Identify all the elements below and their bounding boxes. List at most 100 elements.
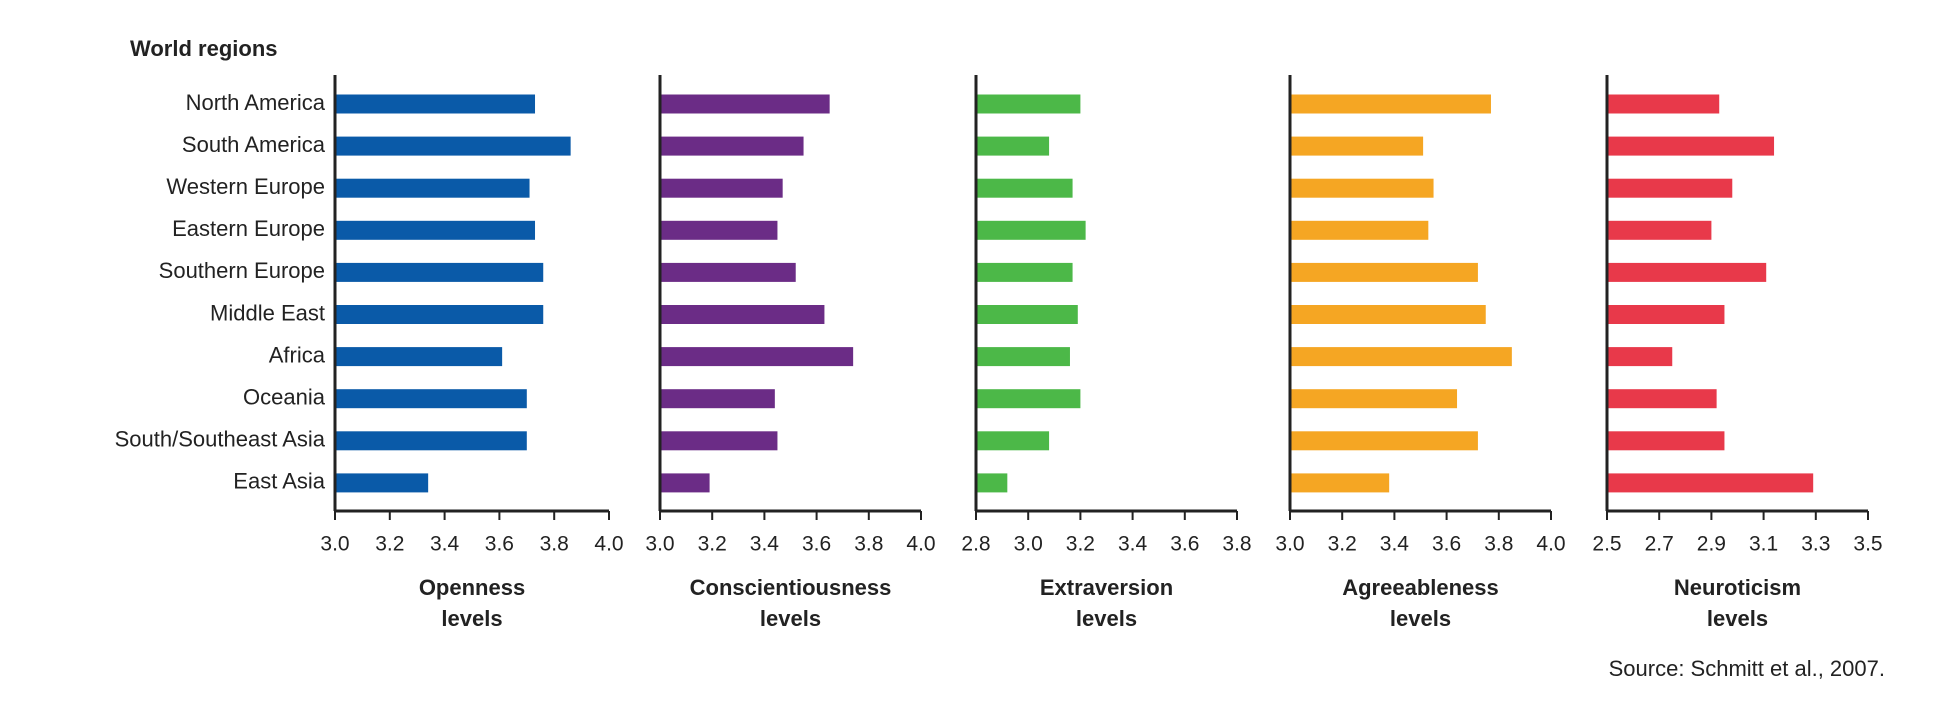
bar (1607, 347, 1673, 367)
bar (660, 262, 796, 282)
x-axis-label: Openness (419, 575, 525, 600)
bar (335, 389, 527, 409)
category-label: North America (186, 90, 326, 115)
x-tick-label: 3.6 (1170, 533, 1199, 556)
x-tick-label: 2.5 (1592, 533, 1621, 556)
x-tick-label: 3.8 (1222, 533, 1251, 556)
bar (335, 136, 571, 156)
category-label: South/Southeast Asia (115, 427, 326, 452)
bar (1607, 389, 1717, 409)
x-tick-label: 4.0 (906, 533, 935, 556)
bar (1290, 305, 1486, 324)
x-axis-label: Agreeableness (1342, 575, 1499, 600)
bar (976, 136, 1050, 156)
bar (1290, 220, 1429, 240)
bar (1607, 136, 1775, 156)
x-tick-label: 3.8 (1484, 533, 1513, 556)
x-tick-label: 3.8 (540, 533, 569, 556)
bar (976, 431, 1050, 451)
bar (660, 94, 830, 114)
x-axis-label: Conscientiousness (690, 575, 892, 600)
bar (1290, 178, 1434, 198)
x-tick-label: 3.4 (1118, 533, 1148, 556)
bar (1290, 431, 1478, 451)
x-tick-label: 2.9 (1697, 533, 1726, 556)
x-tick-label: 3.4 (430, 533, 460, 556)
x-tick-label: 2.7 (1645, 533, 1674, 556)
category-label: Eastern Europe (172, 216, 325, 241)
category-label: Africa (269, 342, 326, 367)
bar (335, 94, 536, 114)
x-tick-label: 3.6 (485, 533, 514, 556)
x-tick-label: 3.2 (1066, 533, 1095, 556)
category-label: Southern Europe (159, 258, 325, 283)
bar (660, 178, 783, 198)
bar (976, 178, 1073, 198)
bar (1607, 178, 1733, 198)
x-tick-label: 3.1 (1749, 533, 1778, 556)
source: Source: Schmitt et al., 2007. (1609, 656, 1885, 681)
bar (335, 473, 429, 493)
x-axis-label: levels (441, 606, 502, 631)
bar (976, 220, 1086, 240)
category-label: Middle East (210, 300, 325, 325)
bar (1607, 262, 1767, 282)
bar (660, 220, 778, 240)
bar (335, 431, 527, 451)
bar (660, 305, 825, 324)
bar (660, 473, 710, 493)
bar (1290, 262, 1478, 282)
bar (660, 136, 804, 156)
x-tick-label: 3.6 (802, 533, 831, 556)
bar (1290, 389, 1458, 409)
x-tick-label: 3.0 (320, 533, 349, 556)
category-label: Western Europe (166, 174, 325, 199)
bar (976, 347, 1070, 367)
bar (1607, 473, 1814, 493)
x-tick-label: 3.2 (1328, 533, 1357, 556)
x-axis-label: levels (760, 606, 821, 631)
bar (335, 178, 530, 198)
bar (335, 347, 503, 367)
x-tick-label: 3.4 (1380, 533, 1410, 556)
x-axis-label: Extraversion (1040, 575, 1173, 600)
chart-title: World regions (130, 36, 278, 61)
bar (1607, 94, 1720, 114)
x-tick-label: 2.8 (961, 533, 990, 556)
x-tick-label: 3.8 (854, 533, 883, 556)
bar (1290, 473, 1390, 493)
bar (660, 431, 778, 451)
category-label: East Asia (233, 469, 325, 494)
bar (335, 262, 544, 282)
bar (976, 94, 1081, 114)
bar (1290, 347, 1512, 367)
bar (976, 389, 1081, 409)
bar (1607, 431, 1725, 451)
x-axis-label: levels (1076, 606, 1137, 631)
x-tick-label: 3.5 (1853, 533, 1882, 556)
bar (1290, 136, 1424, 156)
category-label: South America (182, 132, 326, 157)
x-axis-label: levels (1390, 606, 1451, 631)
bar (976, 305, 1078, 324)
x-tick-label: 3.2 (375, 533, 404, 556)
bar (335, 305, 544, 324)
x-tick-label: 4.0 (1536, 533, 1565, 556)
bar (660, 389, 775, 409)
bar (1607, 220, 1712, 240)
bar (976, 473, 1008, 493)
x-tick-label: 3.0 (1275, 533, 1304, 556)
x-tick-label: 3.0 (645, 533, 674, 556)
x-tick-label: 3.3 (1801, 533, 1830, 556)
bar (1607, 305, 1725, 324)
bar (660, 347, 854, 367)
x-tick-label: 3.4 (750, 533, 780, 556)
category-label: Oceania (243, 385, 326, 410)
x-axis-label: Neuroticism (1674, 575, 1801, 600)
x-tick-label: 4.0 (594, 533, 623, 556)
x-tick-label: 3.2 (698, 533, 727, 556)
x-axis-label: levels (1707, 606, 1768, 631)
bar (976, 262, 1073, 282)
x-tick-label: 3.6 (1432, 533, 1461, 556)
